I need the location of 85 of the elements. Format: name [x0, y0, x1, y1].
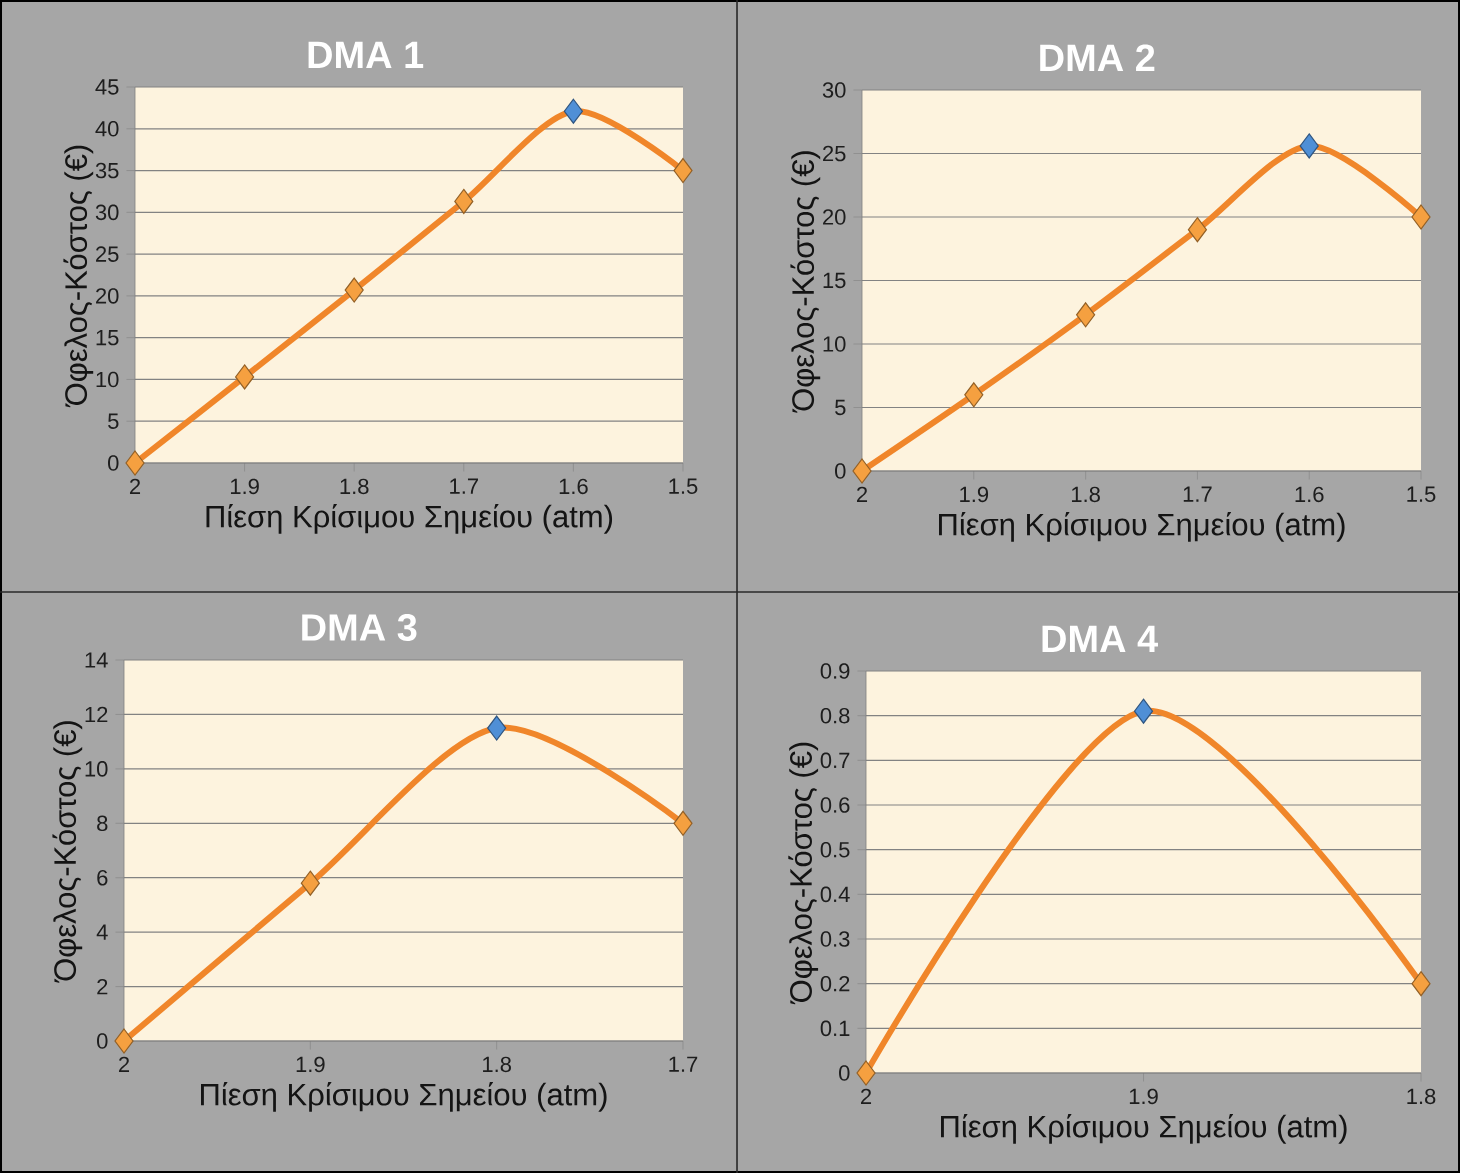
y-axis-title: Όφελος-Κόστος (€): [790, 151, 821, 413]
y-tick-label: 30: [822, 82, 846, 98]
y-tick-label: 12: [85, 706, 108, 723]
point: [563, 98, 583, 124]
x-tick-label: 1.8: [1071, 486, 1100, 503]
x-tick-label: 1.9: [960, 486, 989, 503]
x-tick-label: 1.9: [230, 478, 259, 495]
x-tick-label: 1.8: [483, 1056, 511, 1073]
x-tick-label: 1.8: [1407, 1088, 1436, 1105]
x-tick-label: 2: [118, 1056, 130, 1072]
point: [1187, 217, 1208, 243]
y-tick-label: 8: [97, 815, 108, 832]
y-axis-title: Όφελος-Κόστος (€): [788, 742, 819, 1005]
y-tick-label: 0.6: [820, 797, 850, 813]
y-tick-label: 0: [108, 455, 119, 471]
y-tick-label: 0.1: [820, 1020, 850, 1037]
y-tick-label: 4: [96, 924, 108, 940]
point: [454, 188, 474, 215]
y-tick-label: 35: [95, 162, 119, 179]
x-tick-label: 2: [860, 1088, 872, 1104]
point: [852, 458, 872, 484]
y-tick-label: 25: [823, 145, 846, 162]
y-tick-label: 20: [823, 209, 846, 225]
y-tick-label: 30: [95, 204, 119, 221]
y-tick-label: 15: [823, 272, 846, 289]
y-axis-title: Όφελος-Κόστος (€): [63, 145, 94, 408]
x-tick-label: 1.6: [1295, 486, 1324, 503]
y-tick-label: 0.4: [820, 886, 850, 903]
point: [487, 715, 507, 741]
x-axis-title: Πίεση Κρίσιμου Σημείου (atm): [941, 1113, 1347, 1144]
point: [673, 810, 693, 836]
y-tick-label: 10: [823, 336, 846, 352]
x-axis-title: Πίεση Κρίσιμου Σημείου (atm): [201, 1081, 607, 1112]
x-tick-label: 1.8: [340, 478, 369, 495]
point: [1299, 133, 1319, 159]
y-tick-label: 0.7: [820, 752, 850, 769]
chart-title: DMA 1: [308, 41, 424, 68]
x-tick-label: 1.6: [559, 478, 588, 495]
point: [1133, 698, 1154, 724]
point: [300, 870, 320, 896]
x-tick-label: 1.7: [669, 1056, 698, 1072]
y-tick-label: 14: [85, 652, 108, 668]
chart-title: DMA 2: [1040, 44, 1155, 71]
point: [114, 1028, 134, 1054]
y-tick-label: 0.2: [820, 975, 850, 992]
y-axis-title: Όφελος-Κόστος (€): [52, 721, 83, 983]
x-axis-title: Πίεση Κρίσιμου Σημείου (atm): [206, 503, 613, 534]
point: [673, 157, 693, 184]
y-tick-label: 6: [97, 869, 108, 886]
y-tick-label: 0.5: [820, 841, 850, 858]
x-tick-label: 1.7: [1183, 486, 1212, 502]
y-tick-label: 5: [835, 399, 846, 416]
y-tick-label: 5: [108, 413, 119, 429]
x-tick-label: 2: [856, 486, 868, 502]
point: [1076, 302, 1096, 328]
x-axis-title: Πίεση Κρίσιμου Σημείου (atm): [939, 511, 1345, 542]
x-tick-label: 1.9: [1129, 1088, 1158, 1105]
y-tick-label: 10: [85, 761, 108, 777]
point: [235, 364, 255, 390]
x-tick-label: 1.7: [450, 478, 478, 494]
point: [125, 450, 145, 476]
y-tick-label: 0.3: [820, 931, 850, 947]
y-tick-label: 15: [96, 330, 119, 346]
y-tick-label: 0: [97, 1033, 108, 1049]
y-tick-label: 20: [96, 288, 119, 304]
y-tick-label: 40: [95, 121, 119, 137]
y-tick-label: 10: [96, 371, 119, 388]
y-tick-label: 0: [839, 1065, 850, 1081]
x-tick-label: 1.9: [296, 1056, 325, 1073]
x-tick-label: 1.5: [1407, 486, 1436, 502]
chart-title: DMA 4: [1042, 625, 1158, 652]
y-tick-label: 25: [96, 246, 119, 262]
point: [1411, 971, 1431, 997]
y-tick-label: 0: [835, 463, 846, 479]
point: [344, 277, 364, 303]
x-tick-label: 1.5: [669, 478, 698, 494]
point: [856, 1060, 876, 1086]
y-tick-label: 2: [97, 978, 108, 995]
y-tick-label: 0.9: [820, 663, 850, 679]
x-tick-label: 2: [129, 478, 141, 494]
chart-title: DMA 3: [302, 613, 417, 641]
point: [1411, 204, 1431, 230]
y-tick-label: 45: [95, 79, 119, 95]
point: [964, 382, 984, 408]
y-tick-label: 0.8: [820, 707, 850, 724]
